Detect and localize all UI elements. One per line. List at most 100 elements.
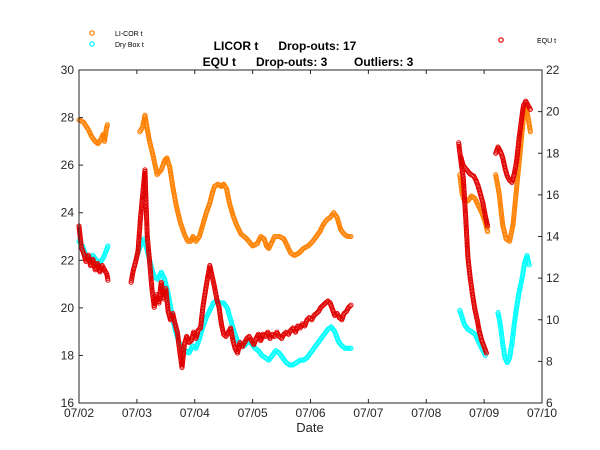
legend-label-equ: EQU t	[537, 38, 556, 45]
data-point	[331, 327, 337, 334]
data-point	[143, 201, 149, 207]
y-right-tick-label: 6	[546, 396, 553, 410]
data-point	[343, 233, 349, 239]
data-point	[461, 188, 467, 194]
data-point	[144, 223, 150, 229]
data-point	[514, 184, 520, 190]
data-point	[137, 223, 143, 229]
data-point	[460, 175, 466, 181]
data-point	[485, 223, 491, 229]
data-point	[463, 214, 469, 220]
data-point	[142, 181, 148, 187]
data-point	[464, 240, 470, 246]
data-point	[149, 284, 155, 290]
data-point	[463, 230, 470, 236]
data-point	[143, 213, 150, 219]
data-point	[348, 345, 354, 351]
legend-marker-equ	[498, 37, 504, 43]
data-point	[144, 233, 150, 240]
data-point	[144, 224, 150, 230]
data-point	[143, 204, 149, 210]
data-point	[137, 215, 144, 221]
y-left-tick-label: 18	[61, 348, 75, 362]
x-tick-label: 07/10	[527, 406, 557, 420]
legend-marker-licor	[89, 30, 95, 36]
data-point	[512, 200, 518, 206]
y-right-tick-label: 22	[546, 63, 560, 77]
chart-title-line-2: EQU t Drop-outs: 3 Outliers: 3	[203, 55, 414, 69]
data-point	[499, 215, 505, 221]
x-tick-label: 07/03	[122, 406, 152, 420]
data-point	[341, 344, 347, 351]
data-point	[348, 233, 354, 240]
data-point	[464, 233, 470, 239]
x-tick-label: 07/06	[295, 406, 325, 420]
data-point	[461, 192, 467, 198]
data-point	[136, 236, 142, 242]
data-point	[514, 181, 520, 187]
data-point	[145, 237, 151, 243]
data-point	[148, 279, 154, 285]
x-tick-label: 07/05	[238, 406, 268, 420]
data-point	[330, 211, 336, 217]
data-point	[512, 197, 519, 203]
data-point	[144, 229, 150, 235]
data-point	[462, 206, 468, 212]
data-point	[136, 231, 142, 237]
data-point	[142, 168, 148, 174]
y-right-tick-label: 8	[546, 354, 553, 368]
data-point	[137, 218, 143, 224]
y-left-tick-label: 22	[61, 253, 75, 267]
data-point	[148, 274, 154, 280]
data-point	[104, 122, 110, 128]
data-point	[144, 232, 150, 238]
legend-left: LI-COR t Dry Box t	[89, 30, 144, 49]
data-point	[513, 191, 519, 197]
y-left-tick-label: 24	[61, 206, 75, 220]
data-point	[157, 168, 163, 174]
data-point	[514, 178, 520, 184]
legend-marker-drybox	[89, 41, 95, 47]
data-point	[149, 282, 155, 288]
data-point	[143, 208, 149, 215]
data-point	[195, 235, 202, 241]
axis-ticks: 07/02 07/03 07/04 07/05 07/06 07/07 07/08 07/09…	[61, 63, 560, 420]
data-point	[136, 232, 142, 239]
data-point	[526, 262, 532, 268]
data-point	[223, 304, 229, 310]
legend-right: EQU t	[498, 37, 556, 45]
y-left-tick-label: 16	[61, 396, 75, 410]
data-point	[511, 209, 517, 215]
data-point	[136, 240, 142, 246]
data-point	[147, 258, 153, 265]
data-point	[483, 350, 489, 356]
data-point	[485, 229, 491, 235]
legend-label-drybox: Dry Box t	[115, 42, 144, 49]
data-point	[162, 157, 168, 163]
data-point	[511, 212, 517, 218]
x-tick-label: 07/02	[64, 406, 94, 420]
series-equ-t	[76, 98, 533, 371]
data-point	[347, 303, 353, 309]
data-point	[147, 266, 153, 272]
data-point	[462, 200, 468, 206]
data-point	[463, 222, 469, 228]
data-point	[515, 166, 522, 172]
data-point	[147, 265, 153, 271]
data-point	[461, 191, 467, 197]
data-point	[143, 188, 149, 194]
data-point	[145, 244, 151, 250]
data-point	[527, 106, 533, 113]
data-point	[144, 221, 150, 227]
data-point	[512, 206, 518, 212]
data-point	[348, 302, 354, 308]
data-point	[461, 185, 467, 191]
y-left-tick-label: 30	[61, 63, 75, 77]
data-point	[105, 243, 111, 249]
y-left-tick-label: 20	[61, 301, 75, 315]
data-point	[145, 240, 151, 246]
series-dry-box-t	[76, 236, 532, 368]
data-point	[136, 239, 142, 245]
data-point	[144, 230, 150, 236]
